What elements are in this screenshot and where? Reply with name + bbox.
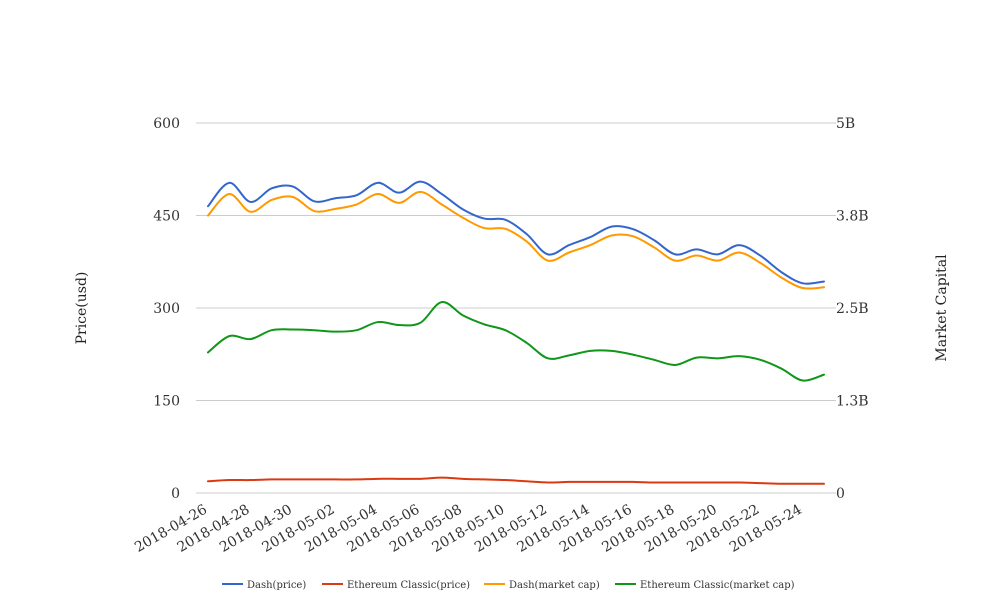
y-axis-left-title: Price(usd) bbox=[74, 272, 90, 345]
legend: Dash(price) Ethereum Classic(price) Dash(m… bbox=[222, 580, 795, 591]
y-left-tick-label: 600 bbox=[153, 116, 180, 132]
grid-lines bbox=[196, 122, 836, 494]
legend-label: Dash(price) bbox=[247, 580, 306, 591]
y-axis-left-ticks: 0 150 300 450 600 bbox=[153, 116, 180, 502]
y-right-tick-label: 0 bbox=[836, 486, 845, 502]
legend-label: Ethereum Classic(price) bbox=[347, 580, 470, 591]
series-line-1 bbox=[207, 476, 825, 485]
series-line-2 bbox=[207, 190, 825, 290]
series-lines bbox=[207, 180, 825, 485]
series-line-3 bbox=[207, 301, 825, 382]
x-axis-ticks: 2018-04-262018-04-282018-04-302018-05-02… bbox=[132, 502, 805, 556]
y-left-tick-label: 300 bbox=[153, 301, 180, 317]
y-left-tick-label: 0 bbox=[171, 486, 180, 502]
legend-label: Dash(market cap) bbox=[509, 580, 600, 591]
series-line-0 bbox=[207, 180, 825, 285]
y-axis-right-ticks: 0 1.3B 2.5B 3.8B 5B bbox=[836, 116, 869, 502]
y-right-tick-label: 1.3B bbox=[836, 394, 869, 410]
legend-label: Ethereum Classic(market cap) bbox=[640, 580, 795, 591]
y-left-tick-label: 150 bbox=[153, 394, 180, 410]
y-axis-right-title: Market Capital bbox=[934, 254, 950, 362]
y-right-tick-label: 3.8B bbox=[836, 209, 869, 225]
y-right-tick-label: 5B bbox=[836, 116, 855, 132]
y-right-tick-label: 2.5B bbox=[836, 301, 869, 317]
y-left-tick-label: 450 bbox=[153, 209, 180, 225]
